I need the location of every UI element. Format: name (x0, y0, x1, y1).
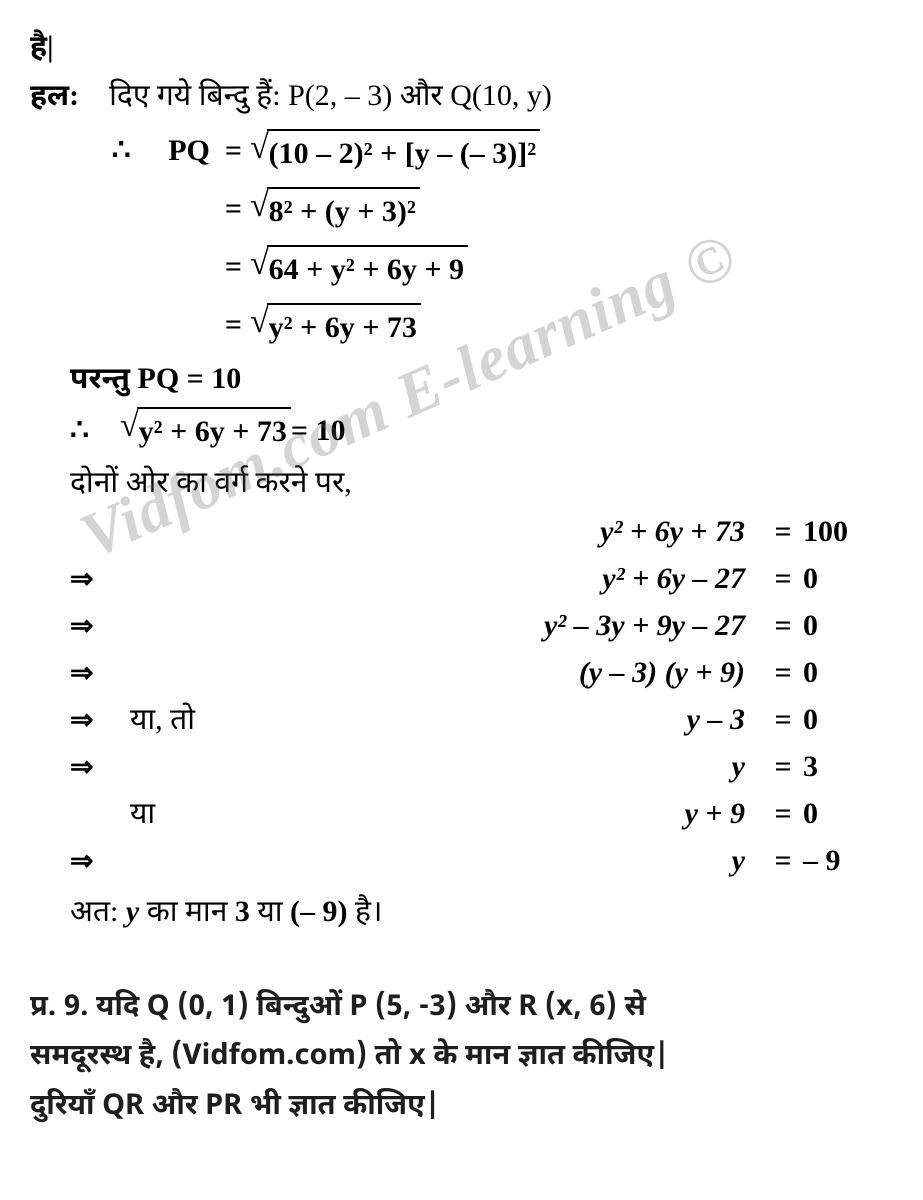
sqrt-body-1: (10 – 2)² + [y – (– 3)]² (267, 129, 541, 176)
implies-arrow: ⇒ (70, 653, 130, 695)
equation-step: ⇒ y² + 6y – 27=0 (70, 556, 893, 601)
radical-icon: √ (250, 189, 269, 223)
question-line-1: यदि Q (0, 1) बिन्दुओं P (5, -3) और R (x,… (96, 989, 646, 1027)
pq-eq-4: = √ y² + 6y + 73 (30, 298, 893, 350)
equals-sign: = (763, 838, 803, 883)
step-expression: y² + 6y + 73 (240, 509, 763, 554)
step-expression: (y – 3) (y + 9) (240, 650, 763, 695)
equals-sign: = (763, 509, 803, 554)
equals-sign: = (763, 556, 803, 601)
question-line-2: समदूरस्थ है, (Vidfom.com) तो x के मान ज्… (30, 1038, 670, 1076)
pq-eq-1: ∴ PQ = √ (10 – 2)² + [y – (– 3)]² (30, 124, 893, 176)
equation-step: ⇒या, तोy – 3=0 (70, 697, 893, 742)
sqrt-expr-4: √ y² + 6y + 73 (250, 303, 421, 350)
step-result: 0 (803, 556, 893, 601)
step-expression: y + 9 (240, 791, 763, 836)
equation-steps: y² + 6y + 73=100⇒y² + 6y – 27=0⇒y² – 3y … (30, 509, 893, 883)
radical-icon: √ (120, 409, 139, 443)
step-result: 0 (803, 791, 893, 836)
sqrt5-rhs: = 10 (291, 408, 346, 453)
sqrt-expr-3: √ 64 + y² + 6y + 9 (250, 245, 468, 292)
step-expression: y – 3 (240, 697, 763, 742)
step-expression: y² – 3y + 9y – 27 (240, 603, 763, 648)
implies-arrow: ⇒ (70, 606, 130, 648)
given-line: हल: दिए गये बिन्दु हैं: P(2, – 3) और Q(1… (30, 73, 893, 118)
sqrt-expr-1: √ (10 – 2)² + [y – (– 3)]² (250, 129, 540, 176)
step-result: – 9 (803, 838, 893, 883)
sqrt-body-3: 64 + y² + 6y + 9 (267, 245, 468, 292)
sqrt-body-5: y² + 6y + 73 (137, 407, 291, 454)
equals-sign: = (763, 697, 803, 742)
sqrt-body-2: 8² + (y + 3)² (267, 187, 420, 234)
equals-sign: = (763, 650, 803, 695)
sqrt-expr-5: √ y² + 6y + 73 (120, 407, 291, 454)
implies-arrow: ⇒ (70, 747, 130, 789)
conclusion-line: अत: y का मान 3 या (– 9) है। (30, 889, 893, 934)
equation-step: याy + 9=0 (70, 791, 893, 836)
pq-eq-3: = √ 64 + y² + 6y + 9 (30, 240, 893, 292)
radical-icon: √ (250, 131, 269, 165)
step-result: 0 (803, 697, 893, 742)
step-expression: y² + 6y – 27 (240, 556, 763, 601)
step-expression: y (240, 838, 763, 883)
equation-step: ⇒ y² – 3y + 9y – 27=0 (70, 603, 893, 648)
equals-sign: = (763, 603, 803, 648)
solution-content: है| हल: दिए गये बिन्दु हैं: P(2, – 3) और… (0, 0, 923, 1152)
step-text: या (130, 791, 240, 836)
equals-sign: = (225, 134, 242, 167)
question-9: प्र. 9. यदि Q (0, 1) बिन्दुओं P (5, -3) … (30, 984, 893, 1132)
therefore-symbol: ∴ (112, 134, 131, 167)
equation-step: ⇒ (y – 3) (y + 9)=0 (70, 650, 893, 695)
equation-step: ⇒ y=3 (70, 744, 893, 789)
step-result: 3 (803, 744, 893, 789)
implies-arrow: ⇒ (70, 841, 130, 883)
sqrt-body-4: y² + 6y + 73 (267, 303, 421, 350)
equals-sign: = (225, 192, 242, 225)
equals-sign: = (763, 744, 803, 789)
equation-step: ⇒ y=– 9 (70, 838, 893, 883)
equation-step: y² + 6y + 73=100 (70, 509, 893, 554)
step-text: या, तो (130, 697, 240, 742)
question-line-3: दुरियाँ QR और PR भी ज्ञात कीजिए| (30, 1088, 440, 1126)
solution-label: हल: (30, 79, 79, 112)
step-expression: y (240, 744, 763, 789)
step-result: 0 (803, 650, 893, 695)
sqrt-expr-2: √ 8² + (y + 3)² (250, 187, 420, 234)
square-both-sides: दोनों ओर का वर्ग करने पर, (30, 460, 893, 505)
step-result: 100 (803, 509, 893, 554)
question-label: प्र. 9. (30, 989, 88, 1027)
step-result: 0 (803, 603, 893, 648)
radical-icon: √ (250, 247, 269, 281)
equals-sign: = (763, 791, 803, 836)
pq-eq-2: = √ 8² + (y + 3)² (30, 182, 893, 234)
equals-sign: = (225, 308, 242, 341)
pq-label: PQ (168, 134, 210, 167)
given-points: दिए गये बिन्दु हैं: P(2, – 3) और Q(10, y… (109, 79, 552, 112)
header-tail: है| (30, 24, 893, 69)
radical-icon: √ (250, 305, 269, 339)
therefore-symbol: ∴ (70, 408, 120, 453)
pq-eq-5: ∴ √ y² + 6y + 73 = 10 (30, 407, 893, 454)
equals-sign: = (225, 250, 242, 283)
implies-arrow: ⇒ (70, 700, 130, 742)
but-pq-10: परन्तु PQ = 10 (30, 356, 893, 401)
implies-arrow: ⇒ (70, 559, 130, 601)
